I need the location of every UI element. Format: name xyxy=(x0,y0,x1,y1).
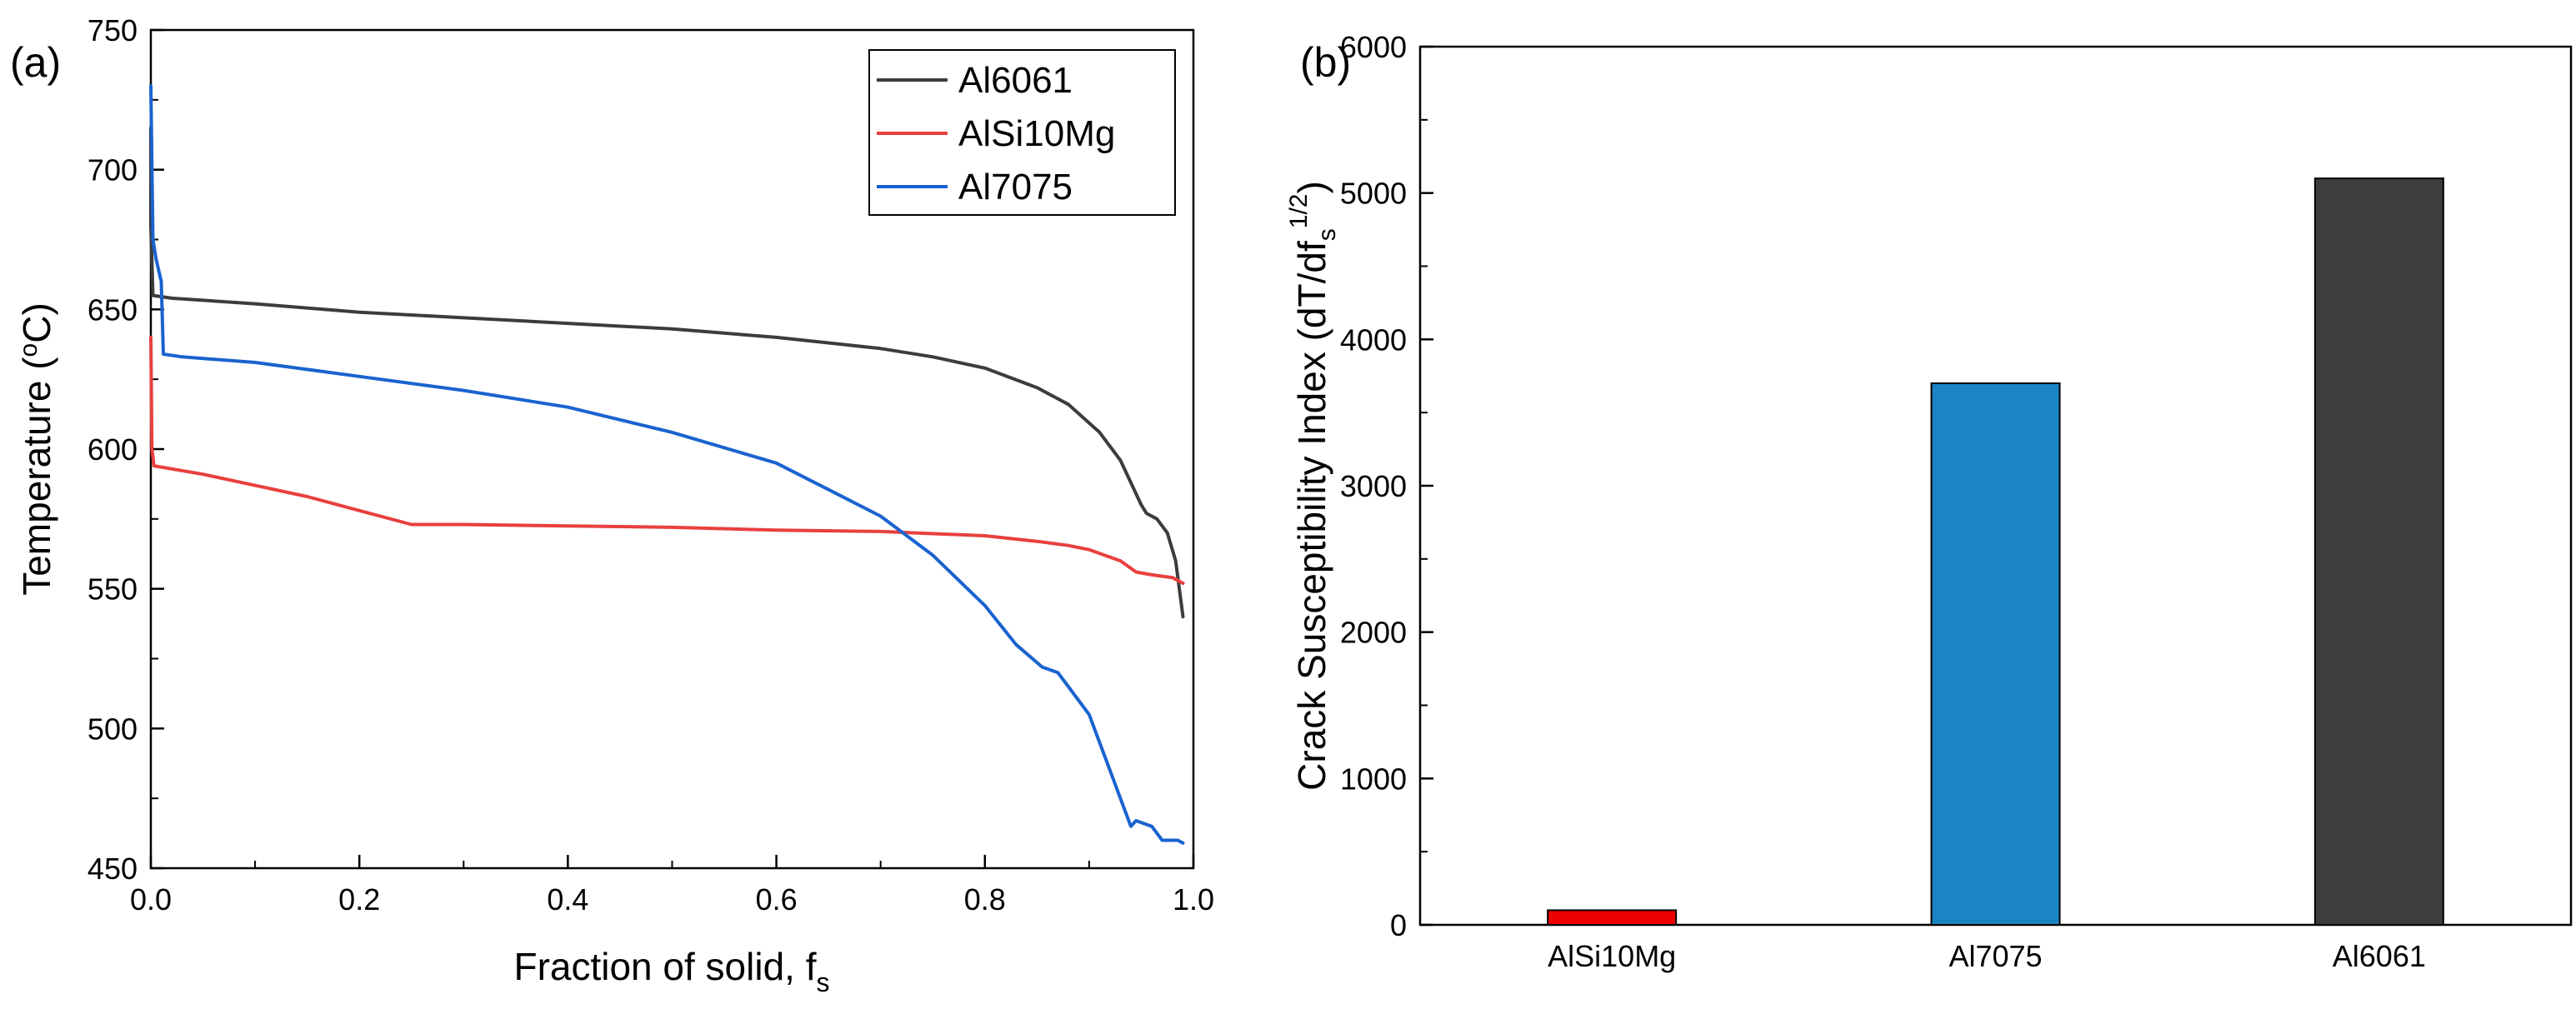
a-x-tick-label: 0.2 xyxy=(338,882,380,917)
series-line-al7075 xyxy=(149,84,1185,845)
a-y-tick-label: 700 xyxy=(88,153,138,187)
b-x-tick-label: Al6061 xyxy=(2333,939,2426,973)
a-y-tick-label: 450 xyxy=(88,852,138,886)
b-y-tick-label: 6000 xyxy=(1340,30,1407,64)
panel-a-x-tick-labels: 0.0 0.2 0.4 0.6 0.8 1.0 xyxy=(130,882,1214,917)
a-y-tick-label: 550 xyxy=(88,572,138,607)
panel-b-y-tick-labels: 0 1000 2000 3000 4000 5000 6000 xyxy=(1340,30,1407,942)
b-x-tick-label: AlSi10Mg xyxy=(1548,939,1676,973)
series-line-alsi10mg xyxy=(149,335,1185,585)
panel-a-label: (a) xyxy=(10,39,61,86)
a-y-tick-label: 750 xyxy=(88,13,138,47)
a-y-tick-label: 650 xyxy=(88,292,138,327)
a-y-tick-label: 600 xyxy=(88,432,138,467)
legend-label-alsi10mg: AlSi10Mg xyxy=(958,113,1115,154)
b-y-tick-label: 2000 xyxy=(1340,616,1407,650)
legend-label-al6061: Al6061 xyxy=(958,60,1073,101)
b-x-tick-label: Al7075 xyxy=(1948,939,2042,973)
a-x-tick-label: 1.0 xyxy=(1173,882,1214,917)
panel-a-legend: Al6061 AlSi10Mg Al7075 xyxy=(868,49,1176,216)
panel-a-y-axis-title: Temperature (oC) xyxy=(15,302,58,596)
b-y-tick-label: 1000 xyxy=(1340,762,1407,796)
panel-b-y-axis-title: Crack Susceptibility Index (dT/dfs1/2) xyxy=(1285,181,1341,791)
panel-b-x-tick-labels: AlSi10Mg Al7075 Al6061 xyxy=(1548,939,2426,973)
a-y-tick-label: 500 xyxy=(88,712,138,746)
b-y-tick-label: 0 xyxy=(1390,908,1407,942)
bar-alsi10mg xyxy=(1547,909,1678,927)
b-y-tick-label: 4000 xyxy=(1340,322,1407,357)
b-y-tick-label: 5000 xyxy=(1340,177,1407,211)
panel-b-bars xyxy=(1547,177,2444,927)
panel-a-y-tick-labels: 450 500 550 600 650 700 750 xyxy=(88,13,138,886)
panel-b-label: (b) xyxy=(1300,39,1351,86)
panel-a-series xyxy=(149,84,1185,845)
a-x-tick-label: 0.0 xyxy=(130,882,172,917)
bar-al6061 xyxy=(2313,177,2444,927)
series-line-al6061 xyxy=(149,126,1185,619)
a-x-tick-label: 0.8 xyxy=(964,882,1006,917)
a-x-tick-label: 0.4 xyxy=(547,882,588,917)
b-y-tick-label: 3000 xyxy=(1340,469,1407,503)
legend-label-al7075: Al7075 xyxy=(958,167,1073,207)
panel-a-x-axis-title: Fraction of solid, fs xyxy=(513,945,829,997)
panel-b-ticks xyxy=(1420,45,2381,927)
a-x-tick-label: 0.6 xyxy=(756,882,798,917)
bar-al7075 xyxy=(1930,382,2061,926)
